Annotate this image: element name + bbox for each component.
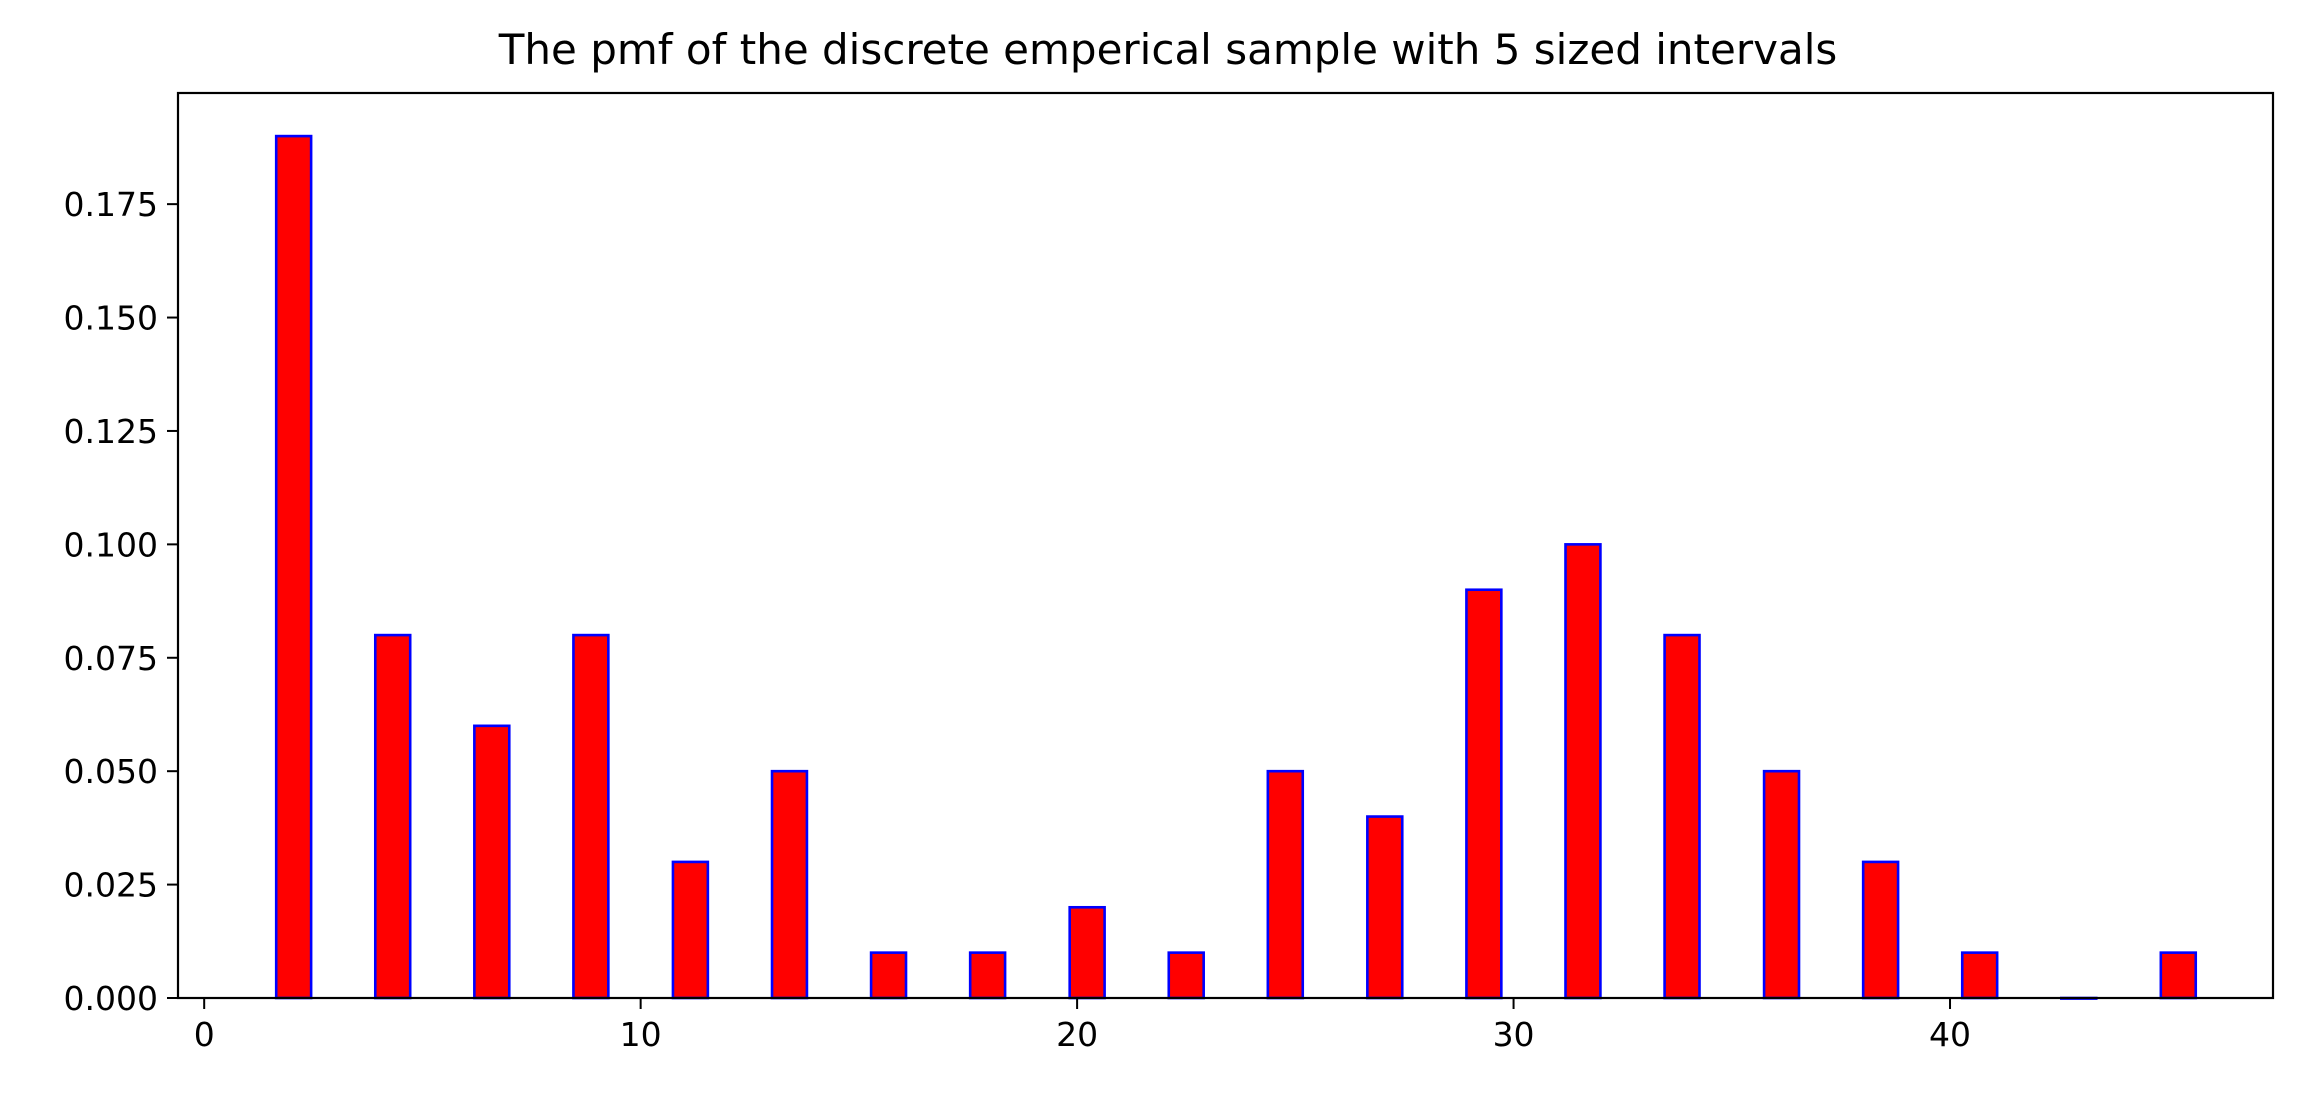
x-tick-label: 40 — [1929, 1015, 1971, 1054]
bar — [1960, 951, 1999, 1000]
chart-title: The pmf of the discrete emperical sample… — [498, 25, 1838, 74]
x-axis: 0 10 20 30 40 — [194, 998, 1971, 1054]
plot-frame — [176, 91, 2275, 1000]
bar — [1167, 951, 1205, 1000]
x-tick-label: 20 — [1056, 1015, 1098, 1054]
bar — [1266, 769, 1305, 1000]
bar — [770, 769, 809, 1000]
x-tick-label: 10 — [620, 1015, 662, 1054]
bar — [1861, 860, 1900, 1000]
bar — [572, 633, 610, 1000]
bar — [968, 951, 1007, 1000]
bar — [1762, 769, 1801, 1000]
y-tick-label: 0.050 — [64, 752, 158, 791]
y-tick-label: 0.100 — [64, 525, 158, 564]
bar — [1366, 815, 1404, 1000]
bar — [1465, 588, 1503, 1000]
bar — [671, 860, 710, 1000]
bar — [1068, 905, 1106, 1000]
bar — [473, 724, 511, 1000]
bar — [373, 633, 412, 1000]
bar — [869, 951, 908, 1000]
y-tick-label: 0.000 — [64, 979, 158, 1018]
y-tick-label: 0.025 — [64, 866, 158, 905]
y-tick-label: 0.125 — [64, 412, 158, 451]
y-tick-label: 0.075 — [64, 639, 158, 678]
y-tick-label: 0.175 — [64, 185, 158, 224]
y-axis: 0.000 0.025 0.050 0.075 0.100 0.125 0.150 0.175 — [64, 185, 178, 1018]
x-tick-label: 30 — [1493, 1015, 1535, 1054]
bar — [1564, 543, 1602, 1000]
bars-group — [274, 134, 2198, 1000]
y-tick-label: 0.150 — [64, 299, 158, 338]
bar — [1663, 633, 1701, 1000]
bar — [2159, 951, 2198, 1000]
bar — [274, 134, 313, 1000]
x-tick-label: 0 — [194, 1015, 215, 1054]
